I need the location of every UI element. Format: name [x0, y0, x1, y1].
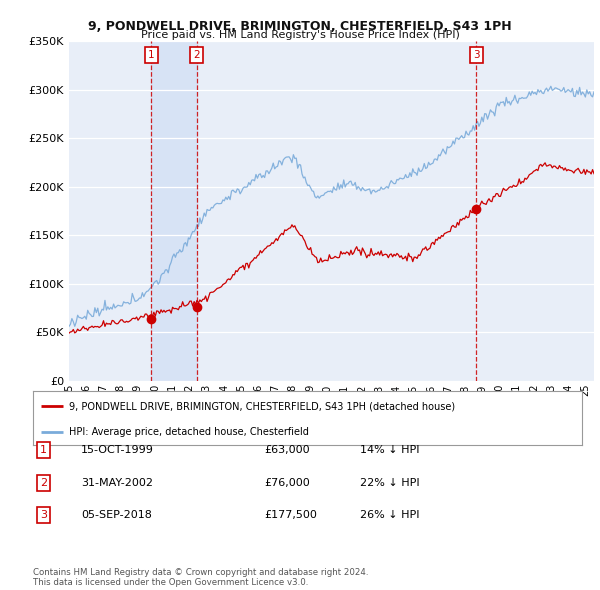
Text: Price paid vs. HM Land Registry's House Price Index (HPI): Price paid vs. HM Land Registry's House … [140, 30, 460, 40]
Text: 9, PONDWELL DRIVE, BRIMINGTON, CHESTERFIELD, S43 1PH: 9, PONDWELL DRIVE, BRIMINGTON, CHESTERFI… [88, 20, 512, 33]
Text: 15-OCT-1999: 15-OCT-1999 [81, 445, 154, 455]
Text: 26% ↓ HPI: 26% ↓ HPI [360, 510, 419, 520]
Text: £76,000: £76,000 [264, 478, 310, 487]
Bar [151, 41, 197, 381]
Text: £63,000: £63,000 [264, 445, 310, 455]
Text: 22% ↓ HPI: 22% ↓ HPI [360, 478, 419, 487]
Text: 2: 2 [40, 478, 47, 487]
Text: 3: 3 [40, 510, 47, 520]
Text: 05-SEP-2018: 05-SEP-2018 [81, 510, 152, 520]
Text: £177,500: £177,500 [264, 510, 317, 520]
Text: 2: 2 [193, 50, 200, 60]
Text: 31-MAY-2002: 31-MAY-2002 [81, 478, 153, 487]
Text: 1: 1 [148, 50, 155, 60]
Text: Contains HM Land Registry data © Crown copyright and database right 2024.
This d: Contains HM Land Registry data © Crown c… [33, 568, 368, 587]
Text: 1: 1 [40, 445, 47, 455]
Text: 3: 3 [473, 50, 480, 60]
Text: HPI: Average price, detached house, Chesterfield: HPI: Average price, detached house, Ches… [68, 427, 308, 437]
Text: 9, PONDWELL DRIVE, BRIMINGTON, CHESTERFIELD, S43 1PH (detached house): 9, PONDWELL DRIVE, BRIMINGTON, CHESTERFI… [68, 401, 455, 411]
Text: 14% ↓ HPI: 14% ↓ HPI [360, 445, 419, 455]
